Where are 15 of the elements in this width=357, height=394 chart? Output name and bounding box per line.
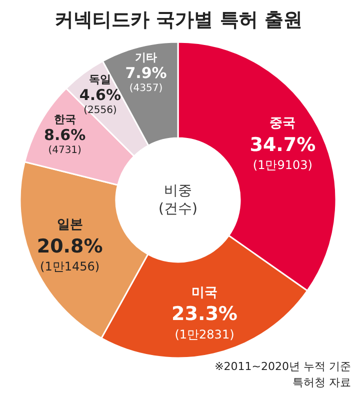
slice-label: 독일 xyxy=(89,73,112,86)
data-label: 34.7% (1만9103) xyxy=(250,134,316,172)
slice-label: 일본 xyxy=(56,218,83,233)
slice-label: 한국 xyxy=(54,113,76,126)
text: ※2011~2020년 누적 기준 특허청 자료 xyxy=(214,360,351,389)
slice-label: 중국 xyxy=(270,116,296,132)
slice-label: 기타 xyxy=(135,51,158,64)
chart-title: 커넥티드카 국가별 특허 출원 xyxy=(54,9,302,31)
data-label: 23.3% (1만2831) xyxy=(172,303,238,342)
text: 비중 (건수) xyxy=(158,182,198,217)
data-label: 20.8% (1만1456) xyxy=(36,235,103,274)
data-label: 4.6% (2556) xyxy=(79,86,122,116)
data-label: 7.9% (4357) xyxy=(125,64,167,94)
data-label: 8.6% (4731) xyxy=(44,126,86,156)
slice-label: 미국 xyxy=(191,286,218,301)
